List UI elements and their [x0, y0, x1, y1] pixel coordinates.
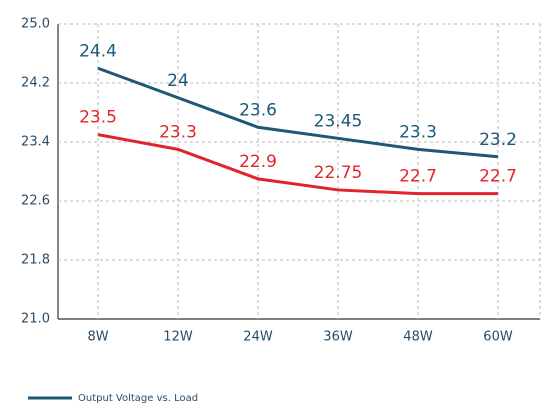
x-tick-label: 24W: [243, 330, 273, 345]
legend-label: Output Voltage vs. Load: [78, 393, 198, 404]
y-tick-label: 21.8: [21, 253, 50, 268]
x-tick-label: 36W: [323, 330, 353, 345]
data-label: 23.2: [479, 130, 517, 150]
data-label: 22.7: [479, 167, 517, 187]
data-label: 22.75: [314, 163, 363, 183]
data-label: 23.45: [314, 111, 363, 131]
y-tick-label: 24.2: [21, 76, 50, 91]
data-label: 24: [167, 71, 189, 91]
series-line: [97, 133, 498, 196]
data-label: 23.5: [79, 108, 117, 128]
data-label: 22.7: [399, 167, 437, 187]
x-tick-label: 12W: [163, 330, 193, 345]
y-tick-label: 22.6: [21, 194, 50, 209]
data-label: 24.4: [79, 41, 117, 61]
data-label: 23.3: [399, 122, 437, 142]
series-line: [97, 66, 499, 159]
x-tick-label: 48W: [403, 330, 433, 345]
data-label: 23.6: [239, 100, 277, 120]
y-tick-label: 23.4: [21, 135, 50, 150]
x-tick-label: 8W: [87, 330, 108, 345]
x-tick-label: 60W: [483, 330, 513, 345]
data-label: 22.9: [239, 152, 277, 172]
data-label: 23.3: [159, 122, 197, 142]
y-tick-label: 21.0: [21, 312, 50, 327]
y-tick-label: 25.0: [21, 17, 50, 32]
